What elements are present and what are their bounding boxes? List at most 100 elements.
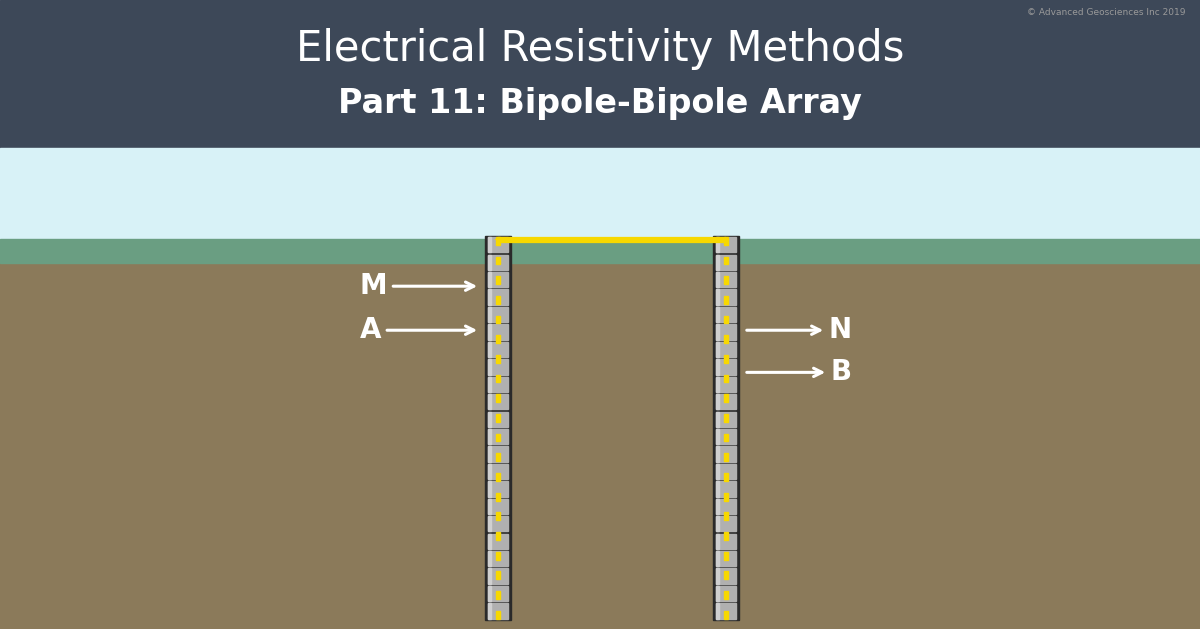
Bar [716, 481, 736, 497]
Bar [725, 532, 727, 540]
Bar [725, 473, 727, 481]
Bar [497, 532, 499, 540]
Bar [725, 433, 727, 442]
Bar [488, 447, 491, 462]
Bar [716, 289, 719, 305]
Bar [0, 0, 1200, 148]
Bar [716, 447, 719, 462]
Bar [716, 569, 719, 584]
Bar [497, 257, 499, 264]
Bar [716, 569, 736, 584]
Bar [488, 411, 491, 427]
Bar [497, 296, 499, 304]
Bar [497, 591, 499, 599]
Bar [716, 464, 736, 479]
Bar [488, 516, 491, 532]
Bar [488, 586, 491, 601]
Bar [0, 239, 1200, 263]
Bar [725, 316, 727, 323]
Bar [488, 603, 508, 619]
Bar [488, 569, 508, 584]
Bar [725, 394, 727, 402]
Bar [0, 148, 1200, 239]
Bar [488, 237, 508, 252]
Bar [716, 359, 719, 374]
Bar [497, 513, 499, 520]
Bar [716, 499, 719, 514]
Bar [716, 394, 736, 409]
Bar [716, 516, 736, 532]
Bar [488, 429, 491, 444]
Bar [716, 464, 719, 479]
Bar [716, 255, 719, 270]
Text: Electrical Resistivity Methods: Electrical Resistivity Methods [296, 28, 904, 70]
Bar [497, 276, 499, 284]
Bar [713, 236, 739, 620]
Bar [716, 342, 719, 357]
Bar [716, 586, 719, 601]
Bar [488, 255, 491, 270]
Bar [497, 433, 499, 442]
Bar [497, 237, 499, 245]
Bar [716, 272, 736, 287]
Bar [725, 591, 727, 599]
Bar [488, 237, 491, 252]
Bar [488, 342, 491, 357]
Bar [488, 394, 491, 409]
Bar [488, 569, 491, 584]
Bar [716, 359, 736, 374]
Bar [716, 237, 736, 252]
Text: Part 11: Bipole-Bipole Array: Part 11: Bipole-Bipole Array [338, 87, 862, 120]
Bar [488, 359, 491, 374]
Bar [716, 603, 719, 619]
Bar [488, 464, 491, 479]
Bar [497, 571, 499, 579]
Bar [488, 551, 508, 566]
Bar [716, 325, 719, 340]
Bar [488, 586, 508, 601]
Bar [497, 493, 499, 501]
Bar [497, 394, 499, 402]
Bar [716, 533, 719, 549]
Bar [716, 551, 719, 566]
Bar [716, 411, 736, 427]
Bar [725, 296, 727, 304]
Text: N: N [746, 316, 852, 344]
Bar [0, 263, 1200, 629]
Bar [716, 272, 719, 287]
Bar [716, 307, 736, 322]
Bar [716, 551, 736, 566]
Bar [497, 552, 499, 560]
Bar [488, 429, 508, 444]
Bar [497, 473, 499, 481]
Text: B: B [746, 359, 852, 386]
Bar [716, 342, 736, 357]
Bar [716, 394, 719, 409]
Bar [716, 307, 719, 322]
Bar [485, 236, 511, 620]
Bar [725, 571, 727, 579]
Bar [716, 411, 719, 427]
Bar [488, 411, 508, 427]
Bar [716, 447, 736, 462]
Bar [488, 533, 491, 549]
Text: © Advanced Geosciences Inc 2019: © Advanced Geosciences Inc 2019 [1027, 8, 1186, 16]
Bar [716, 429, 736, 444]
Bar [488, 307, 508, 322]
Bar [488, 255, 508, 270]
Bar [716, 481, 719, 497]
Bar [725, 257, 727, 264]
Bar [725, 375, 727, 382]
Bar [725, 513, 727, 520]
Bar [716, 429, 719, 444]
Bar [488, 499, 491, 514]
Bar [497, 611, 499, 618]
Bar [488, 481, 508, 497]
Text: A: A [360, 316, 474, 344]
Bar [488, 499, 508, 514]
Bar [488, 447, 508, 462]
Bar [488, 307, 491, 322]
Bar [725, 454, 727, 461]
Bar [716, 325, 736, 340]
Bar [716, 377, 719, 392]
